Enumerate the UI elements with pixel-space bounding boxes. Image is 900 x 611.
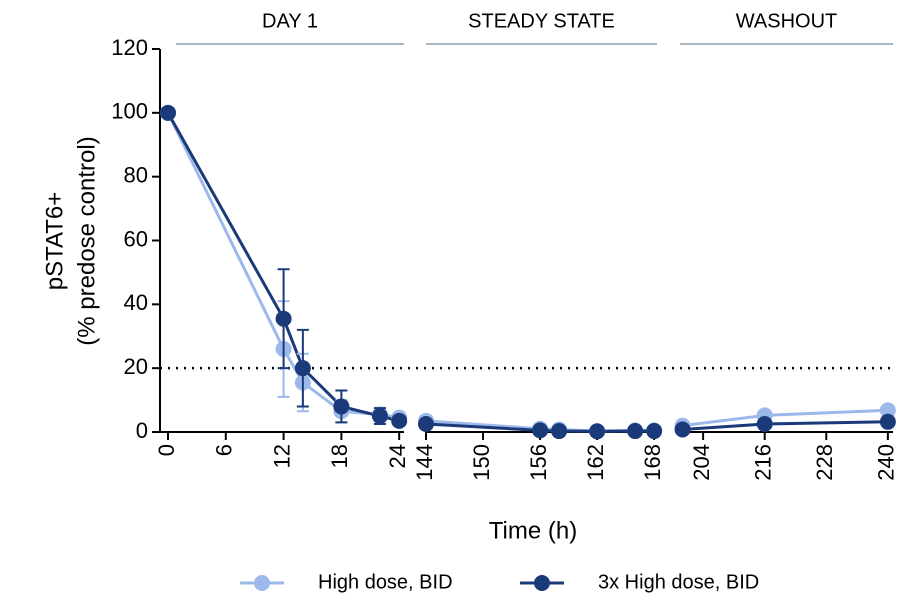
data-point: [646, 423, 663, 440]
x-tick-label: 144: [412, 444, 437, 481]
data-point: [756, 416, 773, 433]
y-tick-label: 20: [124, 354, 148, 379]
x-tick-label: 168: [640, 444, 665, 481]
x-tick-label: 12: [269, 444, 294, 468]
data-point: [627, 423, 644, 440]
legend-label: 3x High dose, BID: [598, 571, 759, 593]
y-axis-label: (% predose control): [73, 136, 100, 345]
x-tick-label: 0: [154, 444, 179, 456]
y-tick-label: 60: [124, 226, 148, 251]
x-tick-label: 150: [469, 444, 494, 481]
x-axis-label: Time (h): [489, 517, 577, 544]
y-tick-label: 100: [111, 99, 148, 124]
data-point: [333, 398, 350, 415]
x-tick-label: 228: [812, 444, 837, 481]
x-tick-label: 156: [526, 444, 551, 481]
data-point: [418, 416, 434, 433]
data-point: [391, 412, 408, 429]
data-point: [275, 310, 292, 327]
x-tick-label: 204: [689, 444, 714, 481]
data-point: [532, 422, 549, 439]
y-tick-label: 0: [136, 418, 148, 443]
data-point: [879, 402, 896, 419]
data-point: [294, 360, 311, 377]
data-point: [551, 423, 568, 440]
panel-title: STEADY STATE: [468, 10, 615, 32]
x-tick-label: 216: [750, 444, 775, 481]
x-tick-label: 6: [212, 444, 237, 456]
data-point: [589, 423, 606, 440]
y-tick-label: 40: [124, 290, 148, 315]
data-point: [674, 421, 691, 438]
y-tick-label: 80: [124, 162, 148, 187]
x-tick-label: 162: [583, 444, 608, 481]
legend-label: High dose, BID: [318, 571, 453, 593]
data-point: [160, 104, 176, 121]
legend-marker: [254, 575, 270, 591]
x-tick-label: 18: [327, 444, 352, 468]
y-tick-label: 120: [111, 35, 148, 60]
panel-title: WASHOUT: [736, 10, 837, 32]
y-axis-label: pSTAT6+: [41, 192, 68, 290]
panel-title: DAY 1: [262, 10, 318, 32]
x-tick-label: 24: [385, 444, 410, 468]
legend-marker: [534, 575, 550, 591]
data-point: [371, 408, 388, 425]
x-tick-label: 240: [874, 444, 899, 481]
data-point: [879, 413, 896, 430]
